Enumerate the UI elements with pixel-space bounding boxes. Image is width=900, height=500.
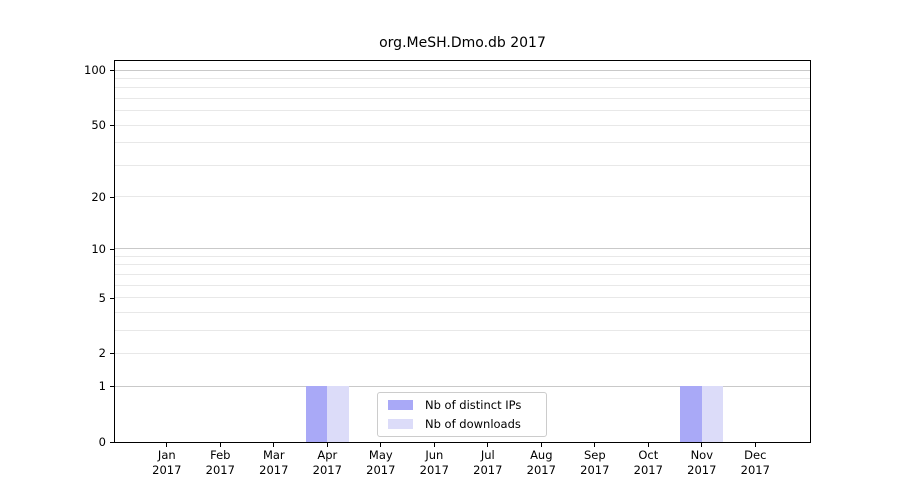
x-tick: [273, 443, 275, 447]
gridline-minor: [115, 142, 810, 144]
gridline-minor: [115, 110, 810, 112]
x-tick-label: Jun 2017: [419, 448, 449, 477]
gridline-minor: [115, 352, 810, 354]
x-tick: [540, 443, 542, 447]
bar-apr-distinct-ips: [305, 386, 328, 442]
x-tick-label: Apr 2017: [312, 448, 342, 477]
y-tick: [110, 196, 114, 198]
gridline-minor: [115, 255, 810, 257]
x-tick: [380, 443, 382, 447]
legend-label-distinct-ips: Nb of distinct IPs: [425, 398, 522, 412]
gridline-major: [115, 385, 810, 387]
x-tick-label: Jan 2017: [152, 448, 182, 477]
y-tick: [110, 353, 114, 355]
x-tick: [166, 443, 168, 447]
y-tick: [110, 386, 114, 388]
x-tick-label: Feb 2017: [205, 448, 235, 477]
y-tick: [110, 442, 114, 443]
gridline-minor: [115, 273, 810, 275]
y-tick-label: 0: [98, 435, 106, 449]
x-tick-label: Aug 2017: [526, 448, 556, 477]
x-tick: [326, 443, 328, 447]
y-tick: [110, 297, 114, 299]
x-tick-label: Nov 2017: [687, 448, 717, 477]
gridline-minor: [115, 77, 810, 79]
x-tick: [487, 443, 489, 447]
x-tick-label: Mar 2017: [259, 448, 289, 477]
gridline-minor: [115, 97, 810, 99]
y-tick-label: 20: [91, 189, 106, 204]
gridline-major: [115, 248, 810, 250]
gridline-minor: [115, 311, 810, 313]
x-tick: [433, 443, 435, 447]
gridline-major: [115, 69, 810, 71]
gridline-minor: [115, 196, 810, 198]
gridline-minor: [115, 124, 810, 126]
x-tick-label: May 2017: [366, 448, 396, 477]
legend-item-distinct-ips: Nb of distinct IPs: [388, 398, 536, 412]
chart-title: org.MeSH.Dmo.db 2017: [379, 35, 546, 51]
bar-nov-downloads: [701, 386, 724, 442]
bar-apr-downloads: [327, 386, 349, 442]
x-tick-label: Sep 2017: [580, 448, 610, 477]
legend-item-downloads: Nb of downloads: [388, 417, 536, 431]
gridline-minor: [115, 264, 810, 266]
y-tick-label: 1: [98, 379, 106, 394]
plot-area: Nb of distinct IPs Nb of downloads: [114, 60, 811, 443]
y-tick: [110, 125, 114, 127]
y-tick-label: 100: [84, 63, 106, 77]
x-tick: [754, 443, 756, 447]
gridline-minor: [115, 87, 810, 89]
gridline-minor: [115, 284, 810, 286]
legend-label-downloads: Nb of downloads: [425, 417, 521, 431]
y-tick-label: 50: [91, 118, 106, 133]
legend: Nb of distinct IPs Nb of downloads: [377, 392, 547, 437]
x-tick-label: Jul 2017: [473, 448, 503, 477]
x-tick-label: Oct 2017: [633, 448, 663, 477]
x-tick: [701, 443, 703, 447]
x-tick: [647, 443, 649, 447]
y-tick-label: 2: [98, 346, 106, 361]
y-tick-label: 10: [91, 241, 106, 256]
legend-swatch-distinct-ips: [388, 400, 413, 410]
gridline-minor: [115, 329, 810, 331]
y-tick: [110, 70, 114, 71]
y-tick-label: 5: [98, 290, 106, 305]
y-tick: [110, 248, 114, 250]
gridline-minor: [115, 297, 810, 299]
x-tick-label: Dec 2017: [740, 448, 770, 477]
bar-nov-distinct-ips: [680, 386, 702, 442]
x-tick: [594, 443, 596, 447]
legend-swatch-downloads: [388, 419, 413, 429]
x-tick: [219, 443, 221, 447]
gridline-minor: [115, 164, 810, 166]
